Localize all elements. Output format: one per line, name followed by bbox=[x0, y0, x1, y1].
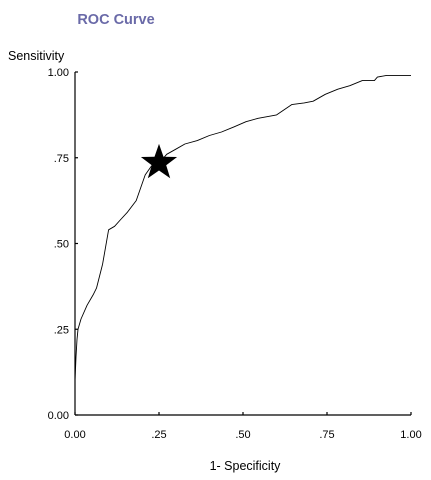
ticks: 0.00 .25 .50 .75 1.00 0.00 .25 .50 .75 1.00 bbox=[48, 67, 422, 441]
series-layer bbox=[74, 74, 411, 381]
marker-layer bbox=[140, 143, 178, 179]
y-tick-label: .50 bbox=[54, 239, 69, 251]
x-tick-label: .25 bbox=[151, 429, 166, 441]
x-tick-label: 1.00 bbox=[400, 429, 421, 441]
roc-curve-line bbox=[74, 74, 411, 381]
y-tick-label: .25 bbox=[54, 324, 69, 336]
chart-title: ROC Curve bbox=[77, 12, 154, 28]
star-marker bbox=[140, 143, 178, 179]
x-tick-label: .50 bbox=[235, 429, 250, 441]
x-axis-label: 1- Specificity bbox=[210, 459, 282, 473]
y-tick-label: 1.00 bbox=[48, 67, 69, 79]
y-tick-label: 0.00 bbox=[48, 410, 69, 422]
x-tick-label: 0.00 bbox=[64, 429, 85, 441]
x-tick-label: .75 bbox=[319, 429, 334, 441]
y-axis-label: Sensitivity bbox=[8, 49, 65, 63]
y-tick-label: .75 bbox=[54, 153, 69, 165]
